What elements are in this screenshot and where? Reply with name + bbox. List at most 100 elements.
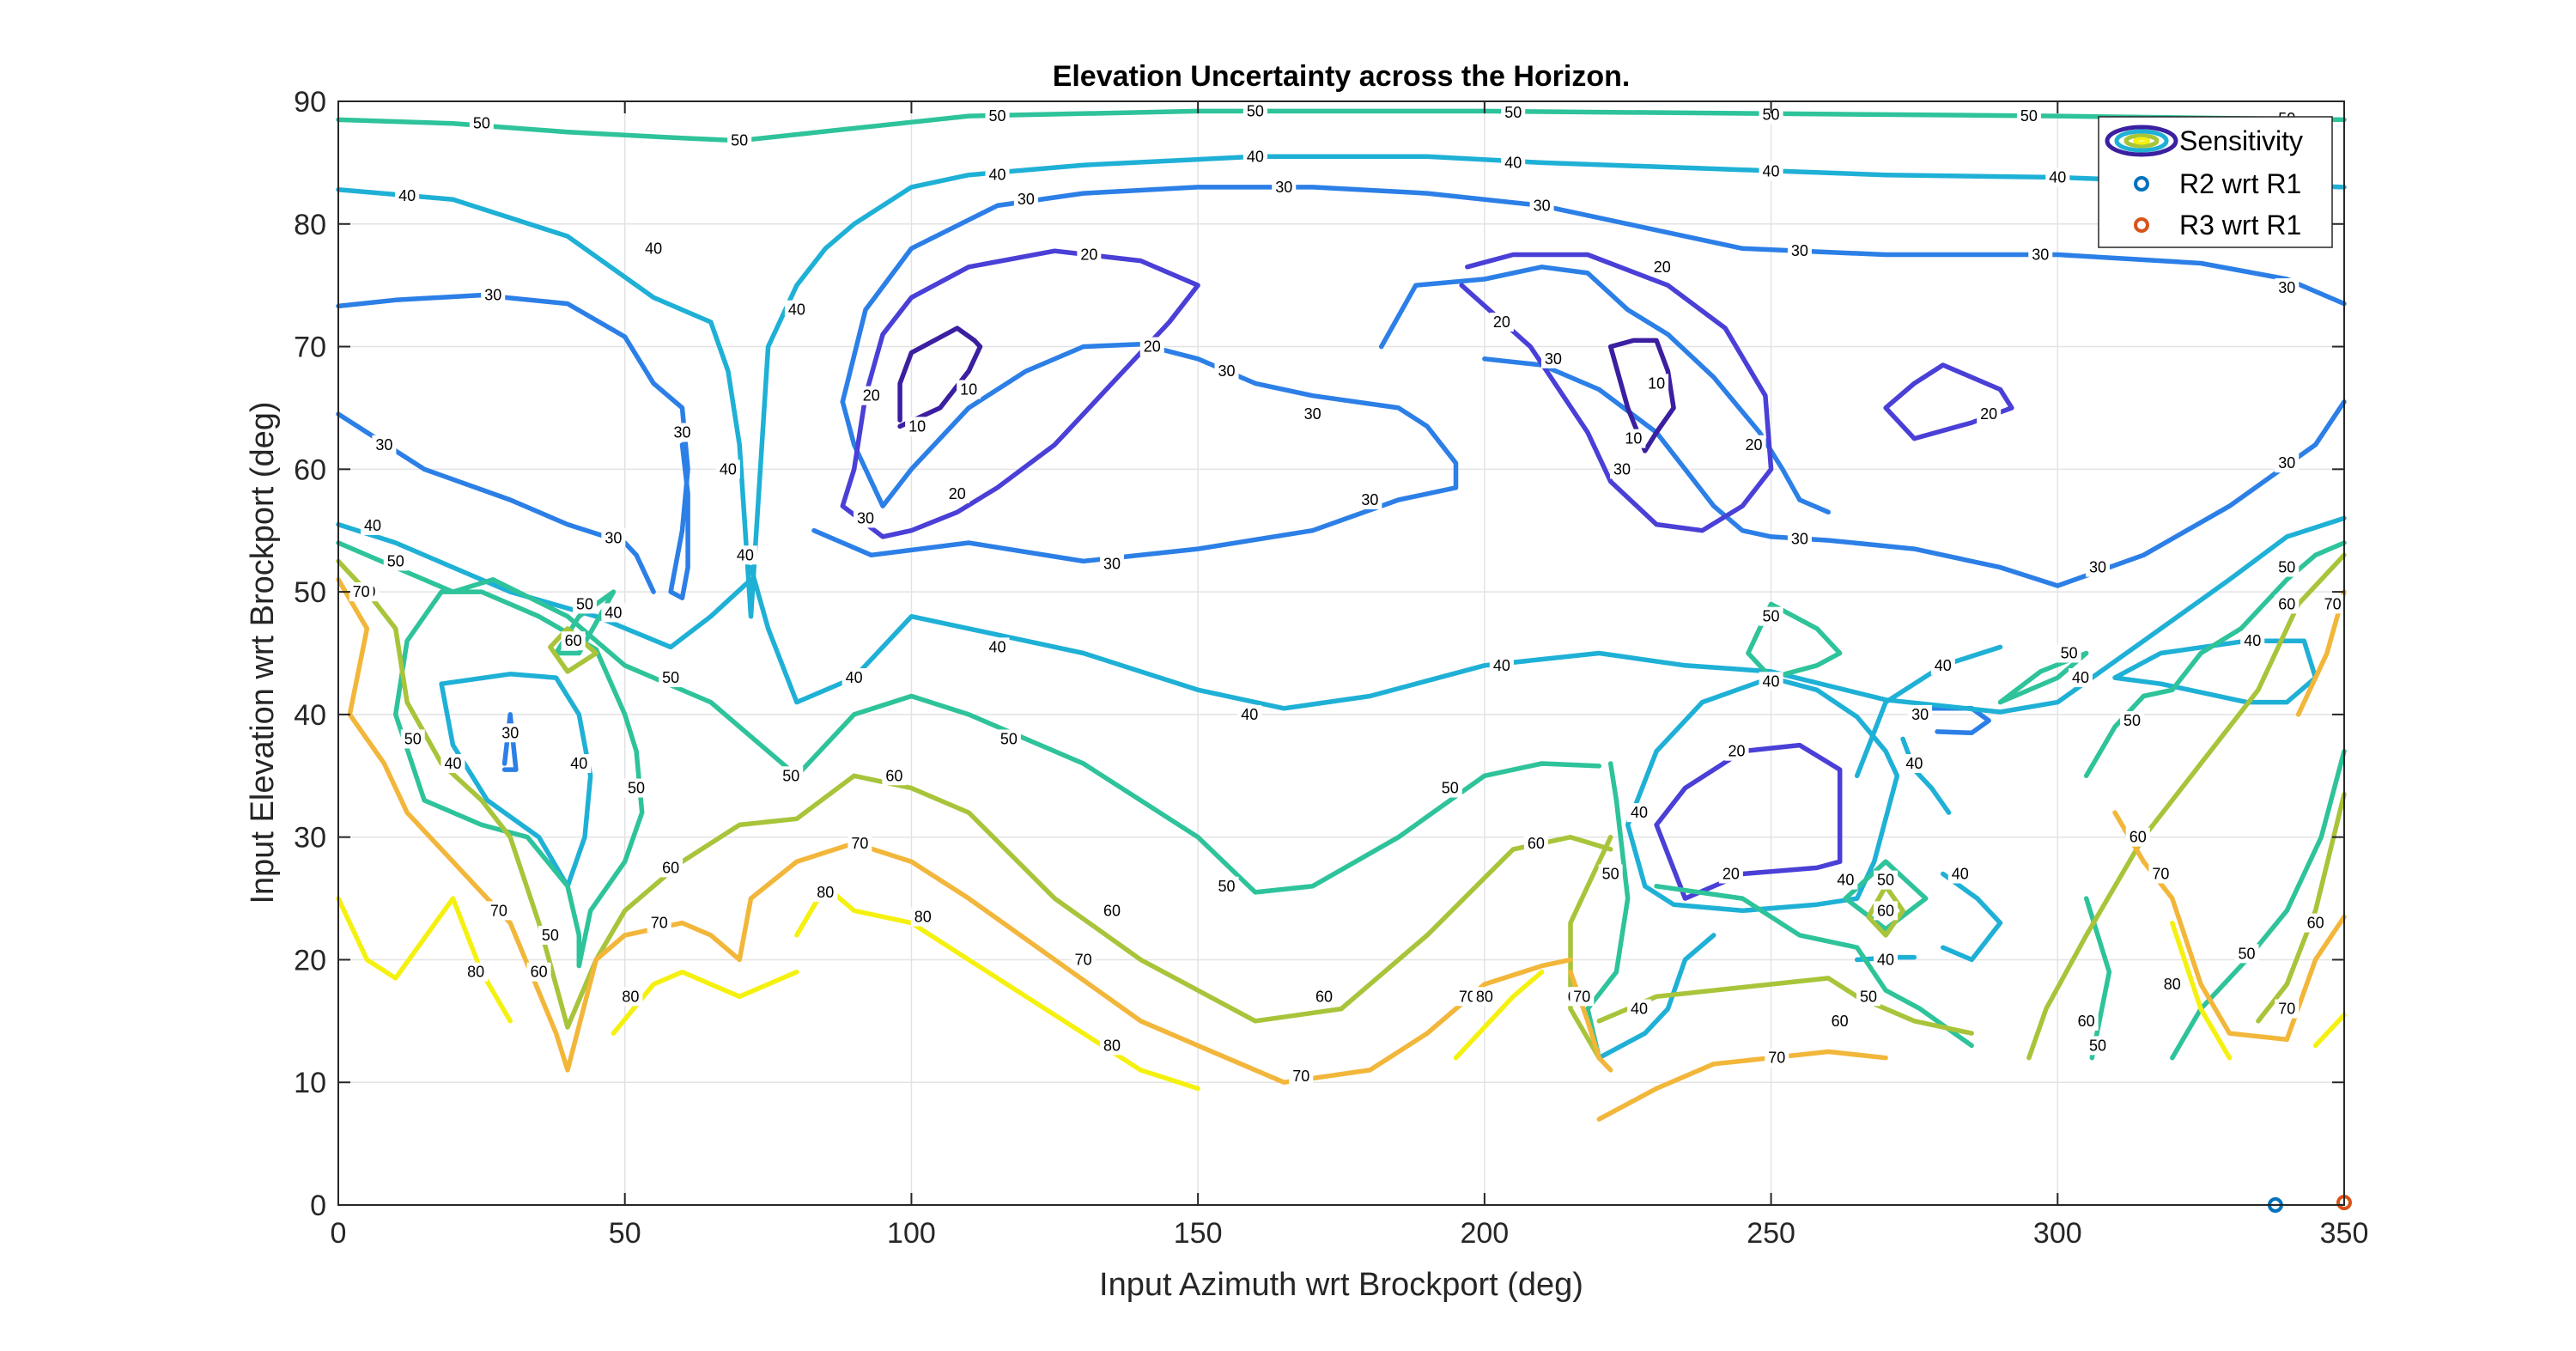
- contour-label-30: 30: [498, 723, 523, 743]
- contour-label-bg: [1489, 313, 1514, 332]
- contour-label-60: 60: [882, 766, 907, 786]
- contour-label-70: 70: [2320, 594, 2345, 614]
- contour-label-text: 50: [2278, 559, 2295, 576]
- contour-label-80: 80: [910, 907, 935, 927]
- contour-label-text: 30: [2278, 279, 2295, 296]
- contour-label-bg: [361, 516, 386, 536]
- contour-line-20: [1654, 742, 1843, 901]
- contour-label-50: 50: [2275, 557, 2300, 577]
- contour-label-text: 30: [605, 529, 622, 546]
- contour-line-60: [2026, 552, 2347, 1061]
- contour-label-bg: [996, 729, 1021, 749]
- contour-label-bg: [732, 545, 757, 565]
- contour-label-bg: [2320, 594, 2345, 614]
- contour-label-text: 40: [720, 460, 737, 478]
- contour-label-80: 80: [813, 882, 838, 902]
- contour-label-bg: [2120, 711, 2145, 731]
- contour-label-80: 80: [618, 987, 643, 1007]
- contour-label-bg: [1759, 672, 1783, 691]
- contour-label-text: 30: [375, 436, 392, 453]
- contour-label-text: 50: [387, 552, 404, 569]
- contour-label-bg: [601, 603, 626, 623]
- contour-line-60: [1866, 884, 1905, 938]
- contour-label-bg: [1100, 1036, 1125, 1056]
- contour-label-bg: [647, 913, 671, 933]
- contour-label-50: 50: [727, 131, 752, 150]
- contour-label-text: 30: [1534, 197, 1551, 214]
- contour-label-text: 80: [1103, 1037, 1121, 1054]
- contour-label-bg: [1358, 490, 1382, 510]
- contour-label-text: 30: [1791, 242, 1808, 259]
- contour-label-bg: [486, 901, 511, 921]
- contour-label-bg: [395, 186, 420, 205]
- contour-line-30: [811, 341, 1459, 564]
- contour-label-text: 70: [1573, 988, 1590, 1005]
- contour-label-30: 30: [1100, 554, 1125, 574]
- x-tick-label: 250: [1747, 1217, 1795, 1250]
- contour-label-text: 40: [1763, 162, 1780, 180]
- y-tick-label: 70: [294, 332, 326, 364]
- contour-label-text: 40: [570, 755, 587, 772]
- contour-label-70: 70: [349, 582, 374, 602]
- contour-label-30: 30: [1300, 405, 1325, 424]
- contour-label-40: 40: [1242, 147, 1267, 167]
- contour-label-bg: [1242, 101, 1267, 121]
- contour-label-40: 40: [1501, 153, 1526, 173]
- contour-label-10: 10: [1621, 429, 1646, 448]
- contour-label-bg: [905, 417, 930, 436]
- contour-label-text: 50: [1763, 608, 1780, 625]
- contour-label-80: 80: [464, 962, 489, 982]
- contour-label-text: 60: [1877, 902, 1894, 919]
- legend-label-r2: R2 wrt R1: [2179, 168, 2301, 199]
- y-tick-label: 80: [294, 209, 326, 241]
- contour-label-40: 40: [1930, 655, 1955, 675]
- contour-label-text: 50: [1860, 988, 1877, 1005]
- contour-label-50: 50: [572, 594, 597, 614]
- contour-label-bg: [1501, 153, 1526, 173]
- contour-label-60: 60: [2125, 827, 2150, 847]
- contour-label-40: 40: [732, 545, 757, 565]
- contour-line-20: [1883, 362, 2014, 441]
- contour-label-text: 30: [1018, 191, 1035, 208]
- contour-label-50: 50: [1214, 876, 1239, 896]
- contour-label-40: 40: [567, 754, 592, 773]
- contour-label-bg: [1930, 655, 1955, 675]
- contour-label-40: 40: [841, 668, 866, 688]
- contour-label-bg: [624, 778, 649, 798]
- contour-line-40: [336, 154, 2347, 619]
- contour-label-text: 60: [2307, 915, 2324, 932]
- contour-label-bg: [1902, 754, 1927, 773]
- contour-label-bg: [2275, 594, 2300, 614]
- contour-label-bg: [572, 594, 597, 614]
- y-tick-label: 40: [294, 699, 326, 732]
- contour-label-50: 50: [400, 729, 425, 749]
- contour-line-40: [1625, 675, 1900, 914]
- contour-line-80: [2312, 1012, 2347, 1049]
- contour-label-text: 50: [2239, 945, 2256, 962]
- contour-label-text: 40: [737, 546, 754, 563]
- contour-label-text: 40: [2244, 632, 2261, 649]
- contour-label-40: 40: [1902, 754, 1927, 773]
- contour-label-bg: [1649, 257, 1674, 277]
- contour-label-bg: [2234, 944, 2259, 964]
- contour-label-bg: [481, 285, 506, 305]
- contour-line-10: [897, 326, 983, 429]
- contour-label-bg: [841, 668, 866, 688]
- contour-line-20: [840, 248, 1200, 539]
- contour-label-50: 50: [624, 778, 649, 798]
- x-tick-label: 300: [2033, 1217, 2082, 1250]
- contour-label-50: 50: [2120, 711, 2145, 731]
- contour-label-bg: [659, 858, 683, 878]
- contour-label-bg: [1598, 864, 1623, 884]
- contour-label-text: 40: [364, 517, 381, 534]
- contour-label-bg: [1787, 529, 1812, 549]
- contour-label-text: 50: [782, 767, 799, 784]
- contour-label-text: 70: [2152, 866, 2169, 883]
- contour-label-text: 70: [1292, 1068, 1309, 1085]
- contour-label-40: 40: [985, 637, 1010, 657]
- contour-label-bg: [383, 551, 408, 571]
- contour-label-60: 60: [1874, 901, 1899, 921]
- contour-label-bg: [670, 423, 695, 442]
- contour-label-text: 10: [960, 381, 977, 399]
- contour-label-40: 40: [440, 754, 465, 773]
